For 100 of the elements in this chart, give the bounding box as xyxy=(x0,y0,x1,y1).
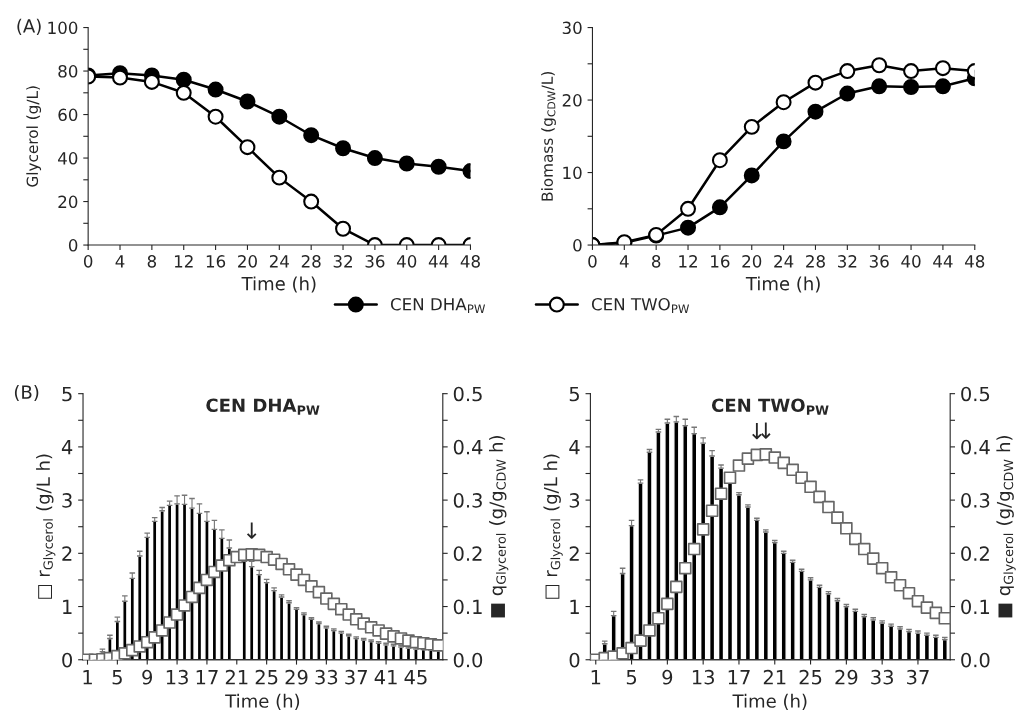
point xyxy=(884,570,898,584)
x-tick-label: 1 xyxy=(83,670,92,685)
point xyxy=(239,93,256,110)
bar xyxy=(914,632,922,660)
x-tick-label: 17 xyxy=(728,670,750,685)
y-tick-label: 5 xyxy=(62,386,72,402)
point xyxy=(786,463,799,477)
x-tick-label: 5 xyxy=(112,670,122,685)
y-tick-label: 20 xyxy=(58,195,78,209)
point xyxy=(705,504,719,518)
point xyxy=(813,490,826,504)
y2-tick-label: 0.4 xyxy=(961,439,990,455)
chart-title: CEN TWO$_{PW}$ xyxy=(711,398,829,415)
x-tick-label: 36 xyxy=(869,255,889,268)
point xyxy=(680,200,697,217)
point xyxy=(857,542,871,556)
point xyxy=(743,118,760,135)
point xyxy=(175,71,192,88)
point xyxy=(807,103,824,120)
point xyxy=(711,199,728,216)
point xyxy=(849,532,862,546)
x-tick-label: 8 xyxy=(652,255,661,268)
y-tick-label: 1 xyxy=(570,599,579,614)
y-tick-label: 60 xyxy=(58,108,78,122)
bar xyxy=(887,625,895,660)
text: (A) xyxy=(17,18,41,35)
bar xyxy=(753,519,761,660)
y2-tick-label: 0.0 xyxy=(453,652,483,668)
point xyxy=(303,193,320,210)
bar xyxy=(744,506,752,660)
point xyxy=(271,108,288,125)
y-tick-label: 20 xyxy=(562,94,582,107)
x-tick-label: 44 xyxy=(933,255,953,268)
x-tick-label: 13 xyxy=(166,669,188,685)
x-tick-label: 32 xyxy=(838,255,857,268)
y-tick-label: 4 xyxy=(61,440,73,455)
x-tick-label: 21 xyxy=(225,669,248,685)
x-tick-label: 17 xyxy=(196,670,218,685)
y-tick-label: 30 xyxy=(562,21,582,35)
chart-title: CEN DHA$_{PW}$ xyxy=(206,398,320,415)
bar xyxy=(825,593,832,660)
bar xyxy=(905,630,913,660)
point xyxy=(807,74,824,91)
y2-tick-label: 0.1 xyxy=(961,599,990,615)
point xyxy=(822,500,835,514)
x-tick-label: 25 xyxy=(255,669,278,685)
point xyxy=(643,624,656,637)
point xyxy=(271,169,288,186)
bar xyxy=(879,622,886,660)
x-axis-title: Time (h) xyxy=(241,276,316,293)
x-tick-label: 36 xyxy=(365,255,385,268)
text: (B) xyxy=(14,384,39,402)
x-tick-label: 12 xyxy=(679,255,697,268)
point xyxy=(366,150,383,167)
bar xyxy=(353,637,359,660)
point xyxy=(687,542,701,556)
x-tick-label: 29 xyxy=(835,669,858,685)
x-tick-label: 25 xyxy=(799,669,822,685)
bar xyxy=(383,644,389,660)
x-tick-label: 4 xyxy=(115,255,125,268)
y-tick-label: 1 xyxy=(63,599,72,614)
y2-tick-label: 0.5 xyxy=(453,386,482,402)
x-axis-title: Time (h) xyxy=(745,276,820,293)
point xyxy=(893,578,907,592)
x-tick-label: 29 xyxy=(285,669,308,685)
y2-tick-label: 0.2 xyxy=(961,546,989,561)
y-tick-label: 40 xyxy=(58,152,78,165)
x-tick-label: 24 xyxy=(774,255,794,268)
x-axis-title: Time (h) xyxy=(225,693,300,710)
x-tick-label: 37 xyxy=(907,669,929,685)
x-tick-label: 28 xyxy=(301,255,321,268)
bar xyxy=(843,605,850,660)
bar xyxy=(771,541,778,660)
x-tick-label: 9 xyxy=(142,669,153,685)
point xyxy=(303,127,320,144)
x-tick-label: 13 xyxy=(692,669,714,685)
bar xyxy=(816,586,823,660)
x-tick-label: 4 xyxy=(619,255,629,268)
bar xyxy=(834,599,841,660)
x-tick-label: 1 xyxy=(591,670,601,685)
x-tick-label: 48 xyxy=(460,255,480,268)
point xyxy=(178,599,191,612)
bar xyxy=(852,610,859,660)
point xyxy=(430,158,447,175)
x-tick-label: 41 xyxy=(374,670,397,685)
point xyxy=(634,634,647,647)
point xyxy=(696,523,710,536)
legend-label: CEN TWO$_{PW}$ xyxy=(591,297,690,314)
x-tick-label: 12 xyxy=(174,255,193,268)
point xyxy=(934,78,951,95)
y2-axis-title: ■ q$_{Glycerol}$ (g/g$_{CDW}$ h) xyxy=(996,436,1016,618)
point xyxy=(775,94,792,111)
y2-tick-label: 0.1 xyxy=(453,599,482,615)
y-tick-label: 2 xyxy=(62,546,72,561)
bar xyxy=(762,531,769,660)
point xyxy=(902,586,916,600)
point xyxy=(652,611,665,625)
bar xyxy=(735,494,743,660)
x-tick-label: 20 xyxy=(238,255,257,268)
x-tick-label: 0 xyxy=(588,255,597,268)
